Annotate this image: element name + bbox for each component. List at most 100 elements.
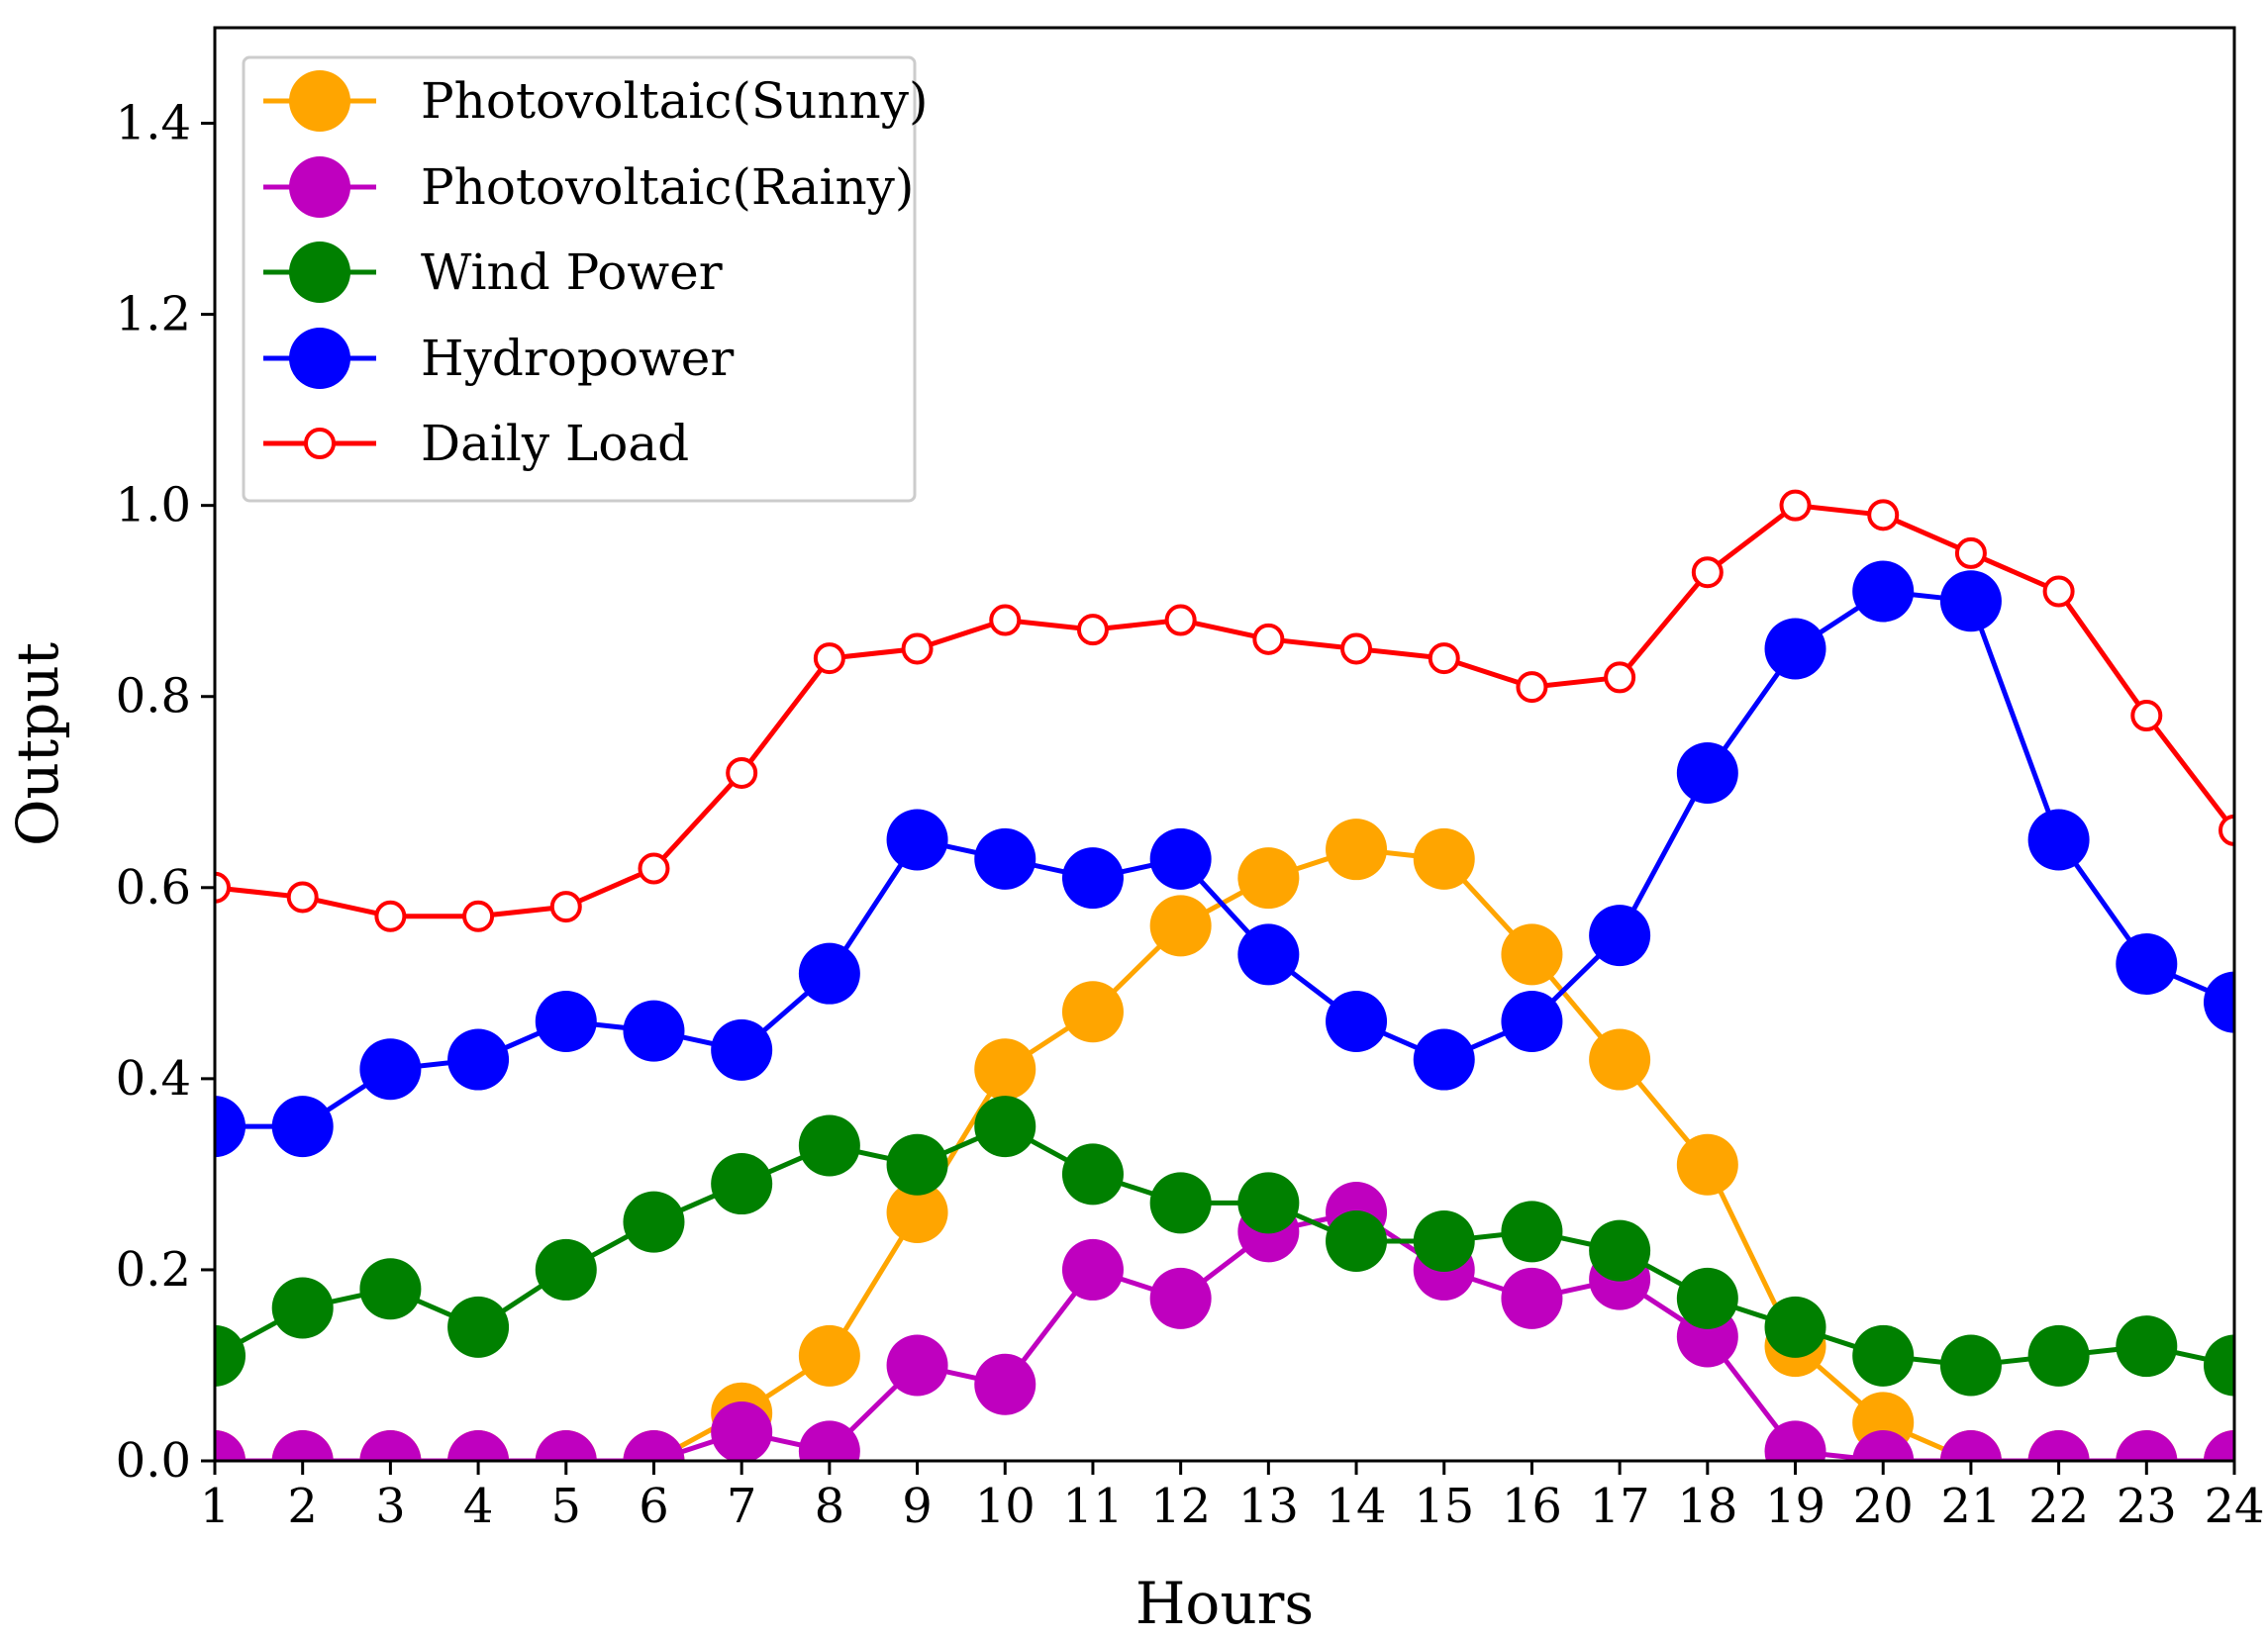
data-point-wind-power xyxy=(215,1324,246,1387)
data-point-hydropower xyxy=(271,1096,334,1158)
x-tick-label: 18 xyxy=(1677,1479,1737,1534)
data-point-daily-load xyxy=(1867,499,1900,531)
data-point-daily-load xyxy=(2130,700,2163,732)
data-point-wind-power xyxy=(1326,1209,1388,1272)
series-daily-load xyxy=(215,489,2234,932)
data-point-hydropower xyxy=(215,1096,246,1158)
data-point-daily-load xyxy=(1340,632,1373,665)
x-tick-label: 9 xyxy=(902,1479,933,1534)
data-point-photovoltaic-rainy xyxy=(1149,1267,1212,1329)
data-point-daily-load xyxy=(1691,556,1724,589)
data-point-wind-power xyxy=(1764,1296,1826,1358)
data-point-daily-load xyxy=(2042,575,2075,608)
data-point-wind-power xyxy=(1676,1267,1738,1329)
x-tick-label: 2 xyxy=(287,1479,318,1534)
data-point-wind-power xyxy=(1939,1334,2002,1397)
x-tick-label: 12 xyxy=(1150,1479,1211,1534)
data-point-photovoltaic-rainy xyxy=(1852,1430,1915,1461)
data-point-wind-power xyxy=(1501,1201,1563,1263)
x-tick-label: 14 xyxy=(1327,1479,1387,1534)
x-tick-label: 5 xyxy=(551,1479,582,1534)
data-point-wind-power xyxy=(974,1096,1036,1158)
data-point-hydropower xyxy=(1852,560,1915,623)
data-point-wind-power xyxy=(1149,1172,1212,1234)
x-tick-label: 4 xyxy=(463,1479,494,1534)
data-point-daily-load xyxy=(1164,604,1197,636)
data-point-daily-load xyxy=(462,900,495,932)
data-point-photovoltaic-rainy xyxy=(974,1353,1036,1415)
data-point-hydropower xyxy=(1149,827,1212,890)
data-point-photovoltaic-sunny xyxy=(1149,895,1212,957)
legend-marker xyxy=(289,328,350,389)
data-point-wind-power xyxy=(2116,1315,2178,1378)
x-tick-label: 15 xyxy=(1414,1479,1474,1534)
data-point-daily-load xyxy=(813,642,845,675)
legend-item-photovoltaic-rainy: Photovoltaic(Rainy) xyxy=(263,156,914,218)
data-point-photovoltaic-sunny xyxy=(1061,981,1124,1043)
data-point-photovoltaic-sunny xyxy=(1237,847,1300,910)
data-point-wind-power xyxy=(2027,1324,2090,1387)
data-point-daily-load xyxy=(989,604,1022,636)
legend-item-daily-load: Daily Load xyxy=(263,415,689,472)
x-tick-label: 17 xyxy=(1590,1479,1650,1534)
x-tick-label: 22 xyxy=(2028,1479,2089,1534)
data-point-photovoltaic-rainy xyxy=(798,1420,860,1461)
legend-label: Photovoltaic(Rainy) xyxy=(421,158,914,216)
legend-label: Photovoltaic(Sunny) xyxy=(421,72,929,130)
legend-marker xyxy=(289,70,350,132)
data-point-hydropower xyxy=(359,1038,422,1101)
y-tick-label: 1.2 xyxy=(116,287,191,342)
data-point-hydropower xyxy=(623,1000,685,1062)
plot-frame xyxy=(213,26,2236,1463)
x-tick-label: 21 xyxy=(1940,1479,2001,1534)
x-tick-label: 1 xyxy=(200,1479,231,1534)
legend-marker xyxy=(289,156,350,218)
data-point-hydropower xyxy=(1764,618,1826,680)
legend-marker xyxy=(289,241,350,303)
y-axis-ticks: 0.0 0.2 0.4 0.6 0.8 1.0 1.2 1.4 xyxy=(116,96,215,1489)
x-tick-label: 3 xyxy=(375,1479,406,1534)
data-point-photovoltaic-rainy xyxy=(215,1430,246,1461)
x-tick-label: 13 xyxy=(1238,1479,1299,1534)
y-tick-label: 0.8 xyxy=(116,669,191,724)
data-point-hydropower xyxy=(1061,847,1124,910)
legend-item-hydropower: Hydropower xyxy=(263,328,734,389)
data-point-hydropower xyxy=(2116,933,2178,996)
data-point-photovoltaic-sunny xyxy=(798,1324,860,1387)
data-point-daily-load xyxy=(1428,642,1460,675)
data-point-photovoltaic-sunny xyxy=(1413,827,1475,890)
x-tick-label: 11 xyxy=(1062,1479,1123,1534)
data-point-photovoltaic-rainy xyxy=(1764,1420,1826,1461)
data-point-photovoltaic-sunny xyxy=(1589,1028,1651,1091)
data-point-wind-power xyxy=(1413,1209,1475,1272)
data-point-hydropower xyxy=(447,1028,510,1091)
x-tick-label: 20 xyxy=(1853,1479,1914,1534)
data-point-daily-load xyxy=(215,871,231,904)
x-tick-label: 16 xyxy=(1502,1479,1562,1534)
legend-item-wind-power: Wind Power xyxy=(263,241,723,303)
data-point-hydropower xyxy=(1326,990,1388,1052)
series-line-photovoltaic-rainy xyxy=(215,1209,2234,1461)
data-point-hydropower xyxy=(798,942,860,1005)
data-point-hydropower xyxy=(1589,905,1651,967)
x-tick-label: 10 xyxy=(975,1479,1035,1534)
data-point-photovoltaic-rainy xyxy=(447,1430,510,1461)
data-point-photovoltaic-rainy xyxy=(271,1430,334,1461)
legend-marker xyxy=(304,428,336,459)
data-point-photovoltaic-rainy xyxy=(2116,1430,2178,1461)
data-point-photovoltaic-sunny xyxy=(1326,819,1388,881)
x-axis-title: Hours xyxy=(1135,1570,1314,1637)
y-tick-label: 1.4 xyxy=(116,96,191,151)
data-point-photovoltaic-rainy xyxy=(2027,1430,2090,1461)
data-point-wind-power xyxy=(535,1238,597,1301)
data-point-daily-load xyxy=(726,756,758,789)
data-point-daily-load xyxy=(1954,536,1987,569)
data-point-photovoltaic-rainy xyxy=(1061,1238,1124,1301)
data-point-hydropower xyxy=(1413,1028,1475,1091)
data-point-photovoltaic-sunny xyxy=(1676,1133,1738,1196)
data-point-photovoltaic-rainy xyxy=(711,1401,773,1461)
data-point-photovoltaic-sunny xyxy=(886,1182,948,1244)
data-point-daily-load xyxy=(638,852,670,885)
x-axis-ticks: 1 2 3 4 5 6 7 8 9 10 11 12 13 14 15 16 17 18 19 20 21 22 23 24 xyxy=(200,1461,2265,1534)
